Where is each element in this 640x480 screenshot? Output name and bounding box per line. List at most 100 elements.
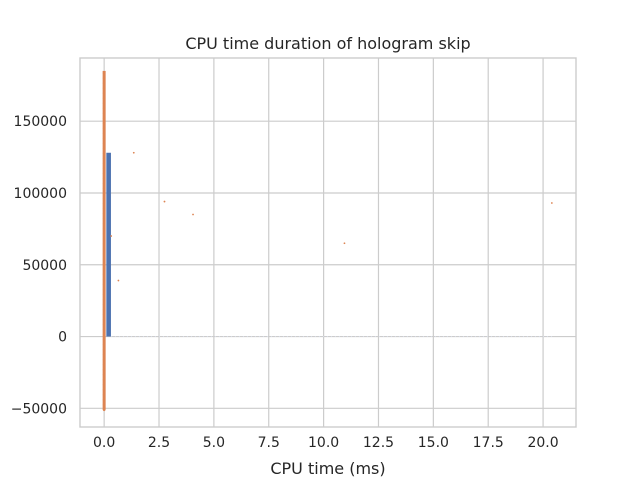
- scatter-point: [102, 122, 106, 125]
- scatter-point: [102, 388, 106, 391]
- scatter-point: [102, 403, 106, 407]
- scatter-point: [102, 378, 106, 381]
- x-tick-label: 2.5: [148, 435, 170, 451]
- scatter-point: [117, 279, 120, 282]
- y-tick-label: 100000: [14, 186, 67, 202]
- scatter-point: [102, 76, 106, 80]
- y-tick-label: 50000: [22, 258, 67, 274]
- scatter-point: [102, 318, 106, 321]
- scatter-point: [102, 187, 106, 190]
- scatter-point: [102, 117, 106, 120]
- scatter-point: [102, 86, 106, 90]
- scatter-point: [102, 272, 106, 276]
- scatter-point: [102, 242, 106, 246]
- scatter-point: [102, 101, 106, 105]
- scatter-point: [102, 192, 106, 195]
- scatter-point: [102, 257, 106, 261]
- scatter-point: [102, 398, 106, 402]
- scatter-point: [102, 277, 106, 281]
- scatter-point: [102, 197, 106, 201]
- scatter-point: [102, 302, 106, 306]
- scatter-point: [102, 227, 106, 231]
- scatter-point: [102, 297, 106, 301]
- x-tick-labels: 0.0 2.5 5.0 7.5 10.0 12.5 15.0 17.5 20.0: [93, 435, 559, 451]
- scatter-point: [163, 200, 166, 203]
- grid-lines: [80, 58, 576, 427]
- scatter-point: [343, 242, 346, 245]
- scatter-point: [102, 106, 106, 110]
- scatter-point: [102, 348, 106, 351]
- scatter-point: [102, 328, 106, 331]
- scatter-point: [102, 212, 106, 216]
- scatter-point: [102, 152, 106, 155]
- scatter-point: [102, 177, 106, 180]
- scatter-point: [102, 358, 106, 361]
- scatter-point: [102, 127, 106, 130]
- x-tick-label: 17.5: [473, 435, 504, 451]
- scatter-point: [102, 247, 106, 251]
- scatter-point: [102, 383, 106, 386]
- scatter-point: [102, 267, 106, 271]
- x-tick-label: 5.0: [203, 435, 225, 451]
- scatter-point: [102, 222, 106, 226]
- scatter-point: [102, 147, 106, 150]
- dense-point-column: [102, 70, 106, 410]
- scatter-point: [102, 343, 106, 346]
- scatter-point: [102, 363, 106, 366]
- chart-title: CPU time duration of hologram skip: [185, 34, 470, 53]
- scatter-point: [102, 111, 106, 115]
- scatter-point: [102, 282, 106, 286]
- scatter-point: [102, 333, 106, 336]
- scatter-point: [102, 307, 106, 311]
- x-tick-label: 10.0: [308, 435, 339, 451]
- histogram-bars: [103, 102, 555, 338]
- scatter-point: [102, 172, 106, 175]
- scatter-point: [132, 151, 135, 154]
- y-tick-label: 150000: [14, 114, 67, 130]
- histogram-bar: [106, 152, 111, 337]
- scatter-point: [102, 312, 106, 316]
- scatter-point: [102, 162, 106, 165]
- scatter-point: [550, 202, 553, 204]
- scatter-point: [102, 237, 106, 241]
- scatter-point: [102, 232, 106, 236]
- scatter-point: [102, 96, 106, 100]
- scatter-point: [102, 373, 106, 376]
- x-tick-label: 0.0: [93, 435, 115, 451]
- plot-frame: [79, 57, 577, 428]
- scatter-point: [102, 132, 106, 135]
- scatter-point: [102, 368, 106, 371]
- scatter-point: [102, 262, 106, 266]
- scatter-point: [102, 81, 106, 85]
- scatter-point: [102, 202, 106, 206]
- x-tick-label: 12.5: [363, 435, 394, 451]
- scatter-point: [102, 207, 106, 211]
- scatter-point: [192, 213, 194, 216]
- scatter-point: [102, 167, 106, 170]
- x-tick-label: 7.5: [258, 435, 280, 451]
- scatter-point: [102, 252, 106, 256]
- scatter-point: [102, 353, 106, 356]
- scatter-point: [102, 91, 106, 95]
- scatter-point: [102, 287, 106, 291]
- x-tick-label: 20.0: [527, 435, 558, 451]
- x-tick-label: 15.0: [418, 435, 449, 451]
- scatter-point: [110, 235, 113, 237]
- scatter-point: [102, 323, 106, 326]
- scatter-points: [102, 70, 553, 412]
- y-tick-labels: −50000 0 50000 100000 150000: [11, 114, 67, 417]
- scatter-point: [102, 142, 106, 145]
- y-tick-label: 0: [58, 330, 67, 346]
- scatter-point: [102, 393, 106, 396]
- scatter-point: [102, 292, 106, 296]
- scatter-point: [102, 71, 106, 75]
- scatter-point: [102, 157, 106, 160]
- y-tick-label: −50000: [11, 401, 67, 417]
- x-axis-label: CPU time (ms): [270, 459, 385, 478]
- scatter-point: [102, 408, 106, 412]
- scatter-point: [102, 338, 106, 341]
- scatter-point: [102, 182, 106, 185]
- scatter-point: [102, 217, 106, 221]
- scatter-point: [102, 137, 106, 140]
